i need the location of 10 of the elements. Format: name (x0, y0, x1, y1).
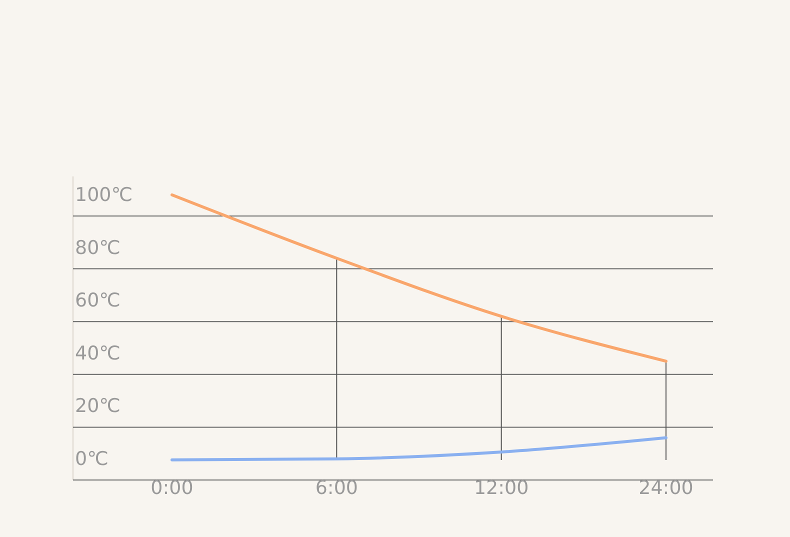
x-tick-label: 24:00 (638, 477, 694, 499)
y-tick-label: 100℃ (75, 184, 133, 206)
y-tick-label: 0℃ (75, 448, 108, 470)
y-tick-label: 20℃ (75, 395, 121, 418)
y-tick-label: 40℃ (75, 342, 121, 364)
x-tick-label: 12:00 (474, 477, 529, 499)
y-tick-label: 60℃ (75, 290, 121, 312)
x-tick-label: 0:00 (150, 477, 194, 499)
x-tick-label: 6:00 (315, 477, 358, 499)
y-tick-label: 80℃ (75, 236, 121, 259)
